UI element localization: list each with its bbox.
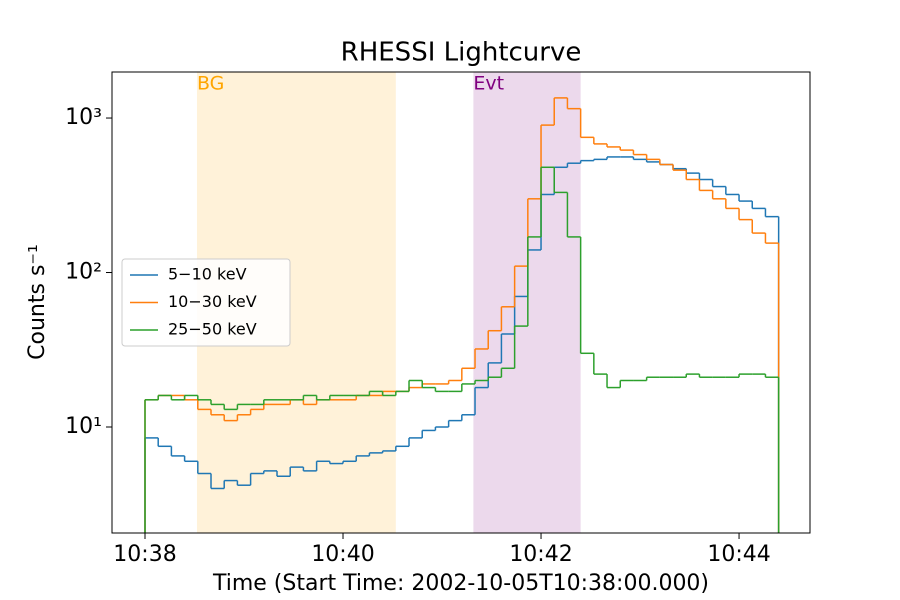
x-tick-label: 10:38 bbox=[113, 542, 176, 567]
y-tick-label: 10¹ bbox=[65, 414, 102, 439]
axes-frame bbox=[111, 71, 811, 534]
x-tick-label: 10:40 bbox=[311, 542, 374, 567]
x-tick-label: 10:44 bbox=[707, 542, 770, 567]
span-label: BG bbox=[197, 73, 224, 95]
y-tick-label: 10² bbox=[65, 260, 102, 285]
span bbox=[473, 72, 581, 533]
legend-label: 5−10 keV bbox=[168, 265, 247, 284]
legend-label: 10−30 keV bbox=[168, 292, 257, 311]
span-label: Evt bbox=[473, 73, 504, 95]
plot bbox=[144, 72, 780, 533]
legend-box bbox=[121, 258, 291, 347]
x-tick-label: 10:42 bbox=[509, 542, 572, 567]
chart-title: RHESSI Lightcurve bbox=[341, 38, 582, 68]
y-tick-label: 10³ bbox=[65, 105, 102, 130]
legend-label: 25−50 keV bbox=[168, 320, 257, 339]
y-axis-label: Counts s⁻¹ bbox=[25, 244, 50, 360]
x-axis-label: Time (Start Time: 2002-10-05T10:38:00.00… bbox=[212, 571, 709, 596]
